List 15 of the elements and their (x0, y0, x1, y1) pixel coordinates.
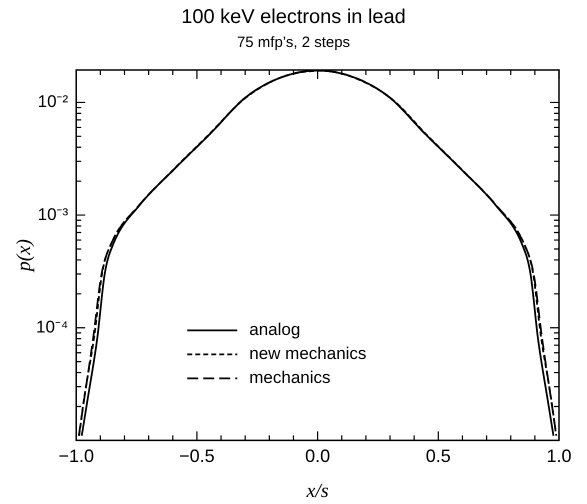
chart-title: 100 keV electrons in lead (180, 6, 407, 29)
legend-label: analog (249, 320, 300, 340)
y-axis-title: p(x) (13, 238, 35, 274)
chart-subtitle: 75 mfp’s, 2 steps (236, 34, 352, 51)
x-axis-title: x/s (306, 480, 329, 502)
y-tick-label: 10⁻² (38, 92, 69, 112)
legend-label: mechanics (249, 368, 331, 388)
x-tick-label: 0.5 (426, 446, 451, 466)
x-tick-label: 1.0 (546, 446, 572, 466)
legend-label: new mechanics (249, 344, 366, 364)
y-tick-label: 10⁻⁴ (36, 317, 68, 336)
x-tick-label: −0.5 (179, 446, 215, 466)
y-tick-label: 10⁻³ (38, 204, 69, 224)
x-tick-label: 0.0 (305, 446, 330, 466)
x-tick-label: −1.0 (58, 446, 94, 466)
